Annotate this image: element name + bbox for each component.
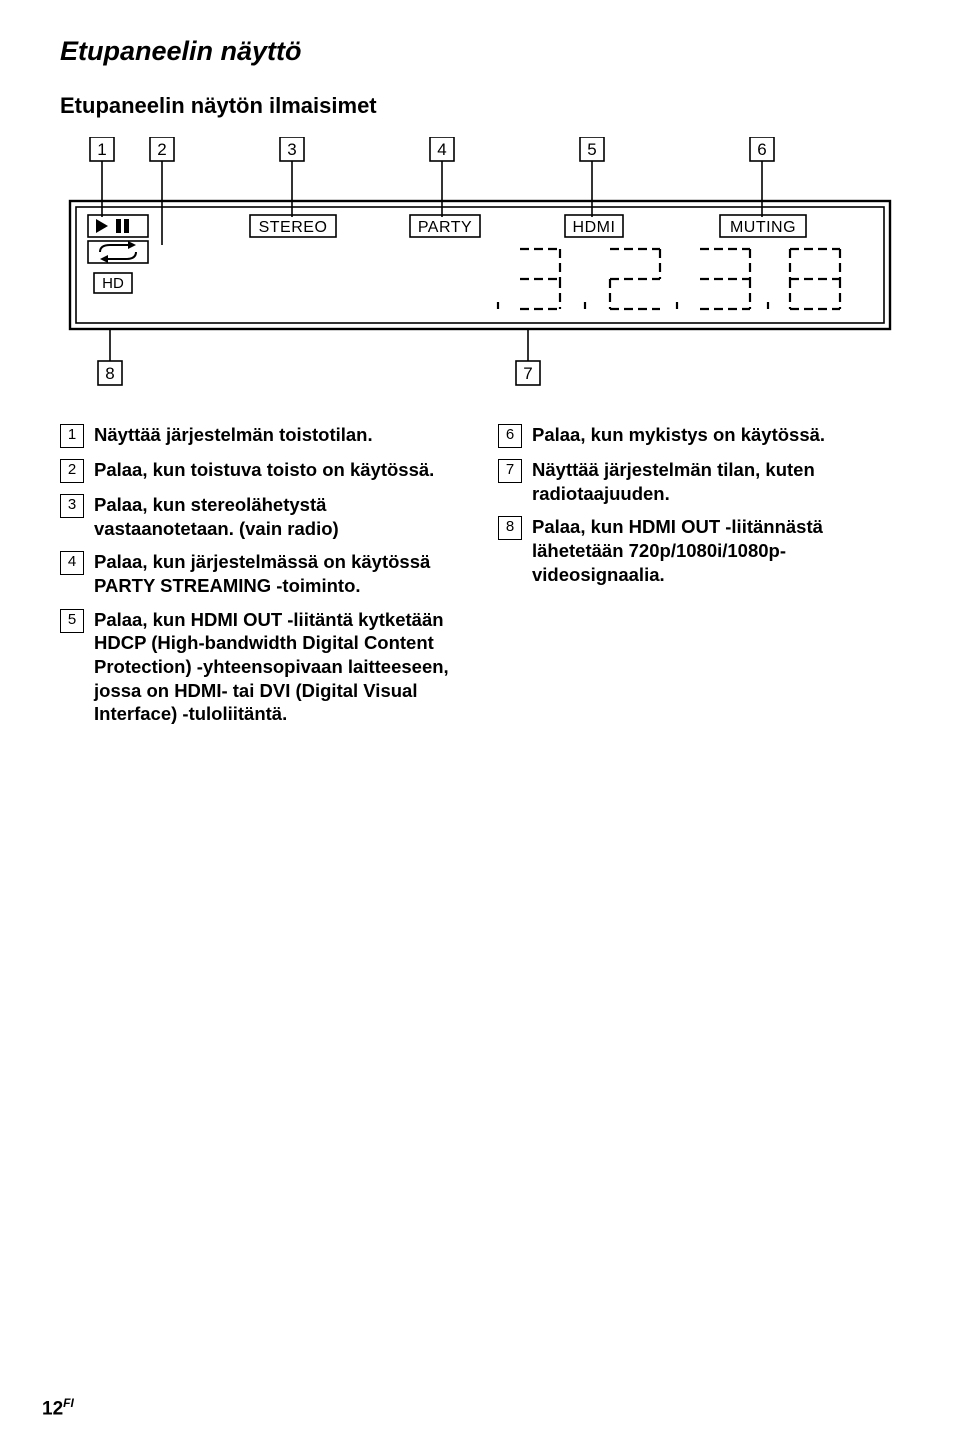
item-4: 4 Palaa, kun järjestelmässä on käytössä … <box>60 550 462 597</box>
item-text: Palaa, kun järjestelmässä on käytössä PA… <box>94 550 462 597</box>
item-text: Palaa, kun mykistys on käytössä. <box>532 423 825 447</box>
item-num: 2 <box>60 459 84 483</box>
item-6: 6 Palaa, kun mykistys on käytössä. <box>498 423 900 448</box>
item-text: Palaa, kun stereolähetystä vastaanotetaa… <box>94 493 462 540</box>
item-3: 3 Palaa, kun stereolähetystä vastaanotet… <box>60 493 462 540</box>
item-5: 5 Palaa, kun HDMI OUT -liitäntä kytketää… <box>60 608 462 726</box>
item-8: 8 Palaa, kun HDMI OUT -liitännästä lähet… <box>498 515 900 586</box>
label-hdmi: HDMI <box>573 219 616 236</box>
item-num: 8 <box>498 516 522 540</box>
callout-5: 5 <box>587 140 596 159</box>
item-text: Palaa, kun HDMI OUT -liitäntä kytketään … <box>94 608 462 726</box>
callout-7: 7 <box>523 364 532 383</box>
page-number: 12FI <box>42 1396 74 1420</box>
item-num: 3 <box>60 494 84 518</box>
item-num: 5 <box>60 609 84 633</box>
item-text: Näyttää järjestelmän tilan, kuten radiot… <box>532 458 900 505</box>
item-num: 1 <box>60 424 84 448</box>
item-num: 7 <box>498 459 522 483</box>
item-text: Näyttää järjestelmän toistotilan. <box>94 423 373 447</box>
left-column: 1 Näyttää järjestelmän toistotilan. 2 Pa… <box>60 423 462 736</box>
callout-8: 8 <box>105 364 114 383</box>
callout-1: 1 <box>97 140 106 159</box>
label-stereo: STEREO <box>259 219 328 236</box>
item-num: 4 <box>60 551 84 575</box>
right-column: 6 Palaa, kun mykistys on käytössä. 7 Näy… <box>498 423 900 736</box>
item-1: 1 Näyttää järjestelmän toistotilan. <box>60 423 462 448</box>
callout-2: 2 <box>157 140 166 159</box>
label-muting: MUTING <box>730 219 796 236</box>
item-7: 7 Näyttää järjestelmän tilan, kuten radi… <box>498 458 900 505</box>
item-text: Palaa, kun toistuva toisto on käytössä. <box>94 458 434 482</box>
item-text: Palaa, kun HDMI OUT -liitännästä lähetet… <box>532 515 900 586</box>
callout-6: 6 <box>757 140 766 159</box>
item-num: 6 <box>498 424 522 448</box>
callout-3: 3 <box>287 140 296 159</box>
description-columns: 1 Näyttää järjestelmän toistotilan. 2 Pa… <box>60 423 900 736</box>
page-subtitle: Etupaneelin näytön ilmaisimet <box>60 93 900 119</box>
hd-indicator: HD <box>102 275 124 292</box>
callout-4: 4 <box>437 140 446 159</box>
item-2: 2 Palaa, kun toistuva toisto on käytössä… <box>60 458 462 483</box>
page-title: Etupaneelin näyttö <box>60 36 900 67</box>
label-party: PARTY <box>418 219 472 236</box>
front-panel-diagram: 1 2 3 4 5 6 HD STEREO PARTY HDMI MU <box>60 137 900 407</box>
